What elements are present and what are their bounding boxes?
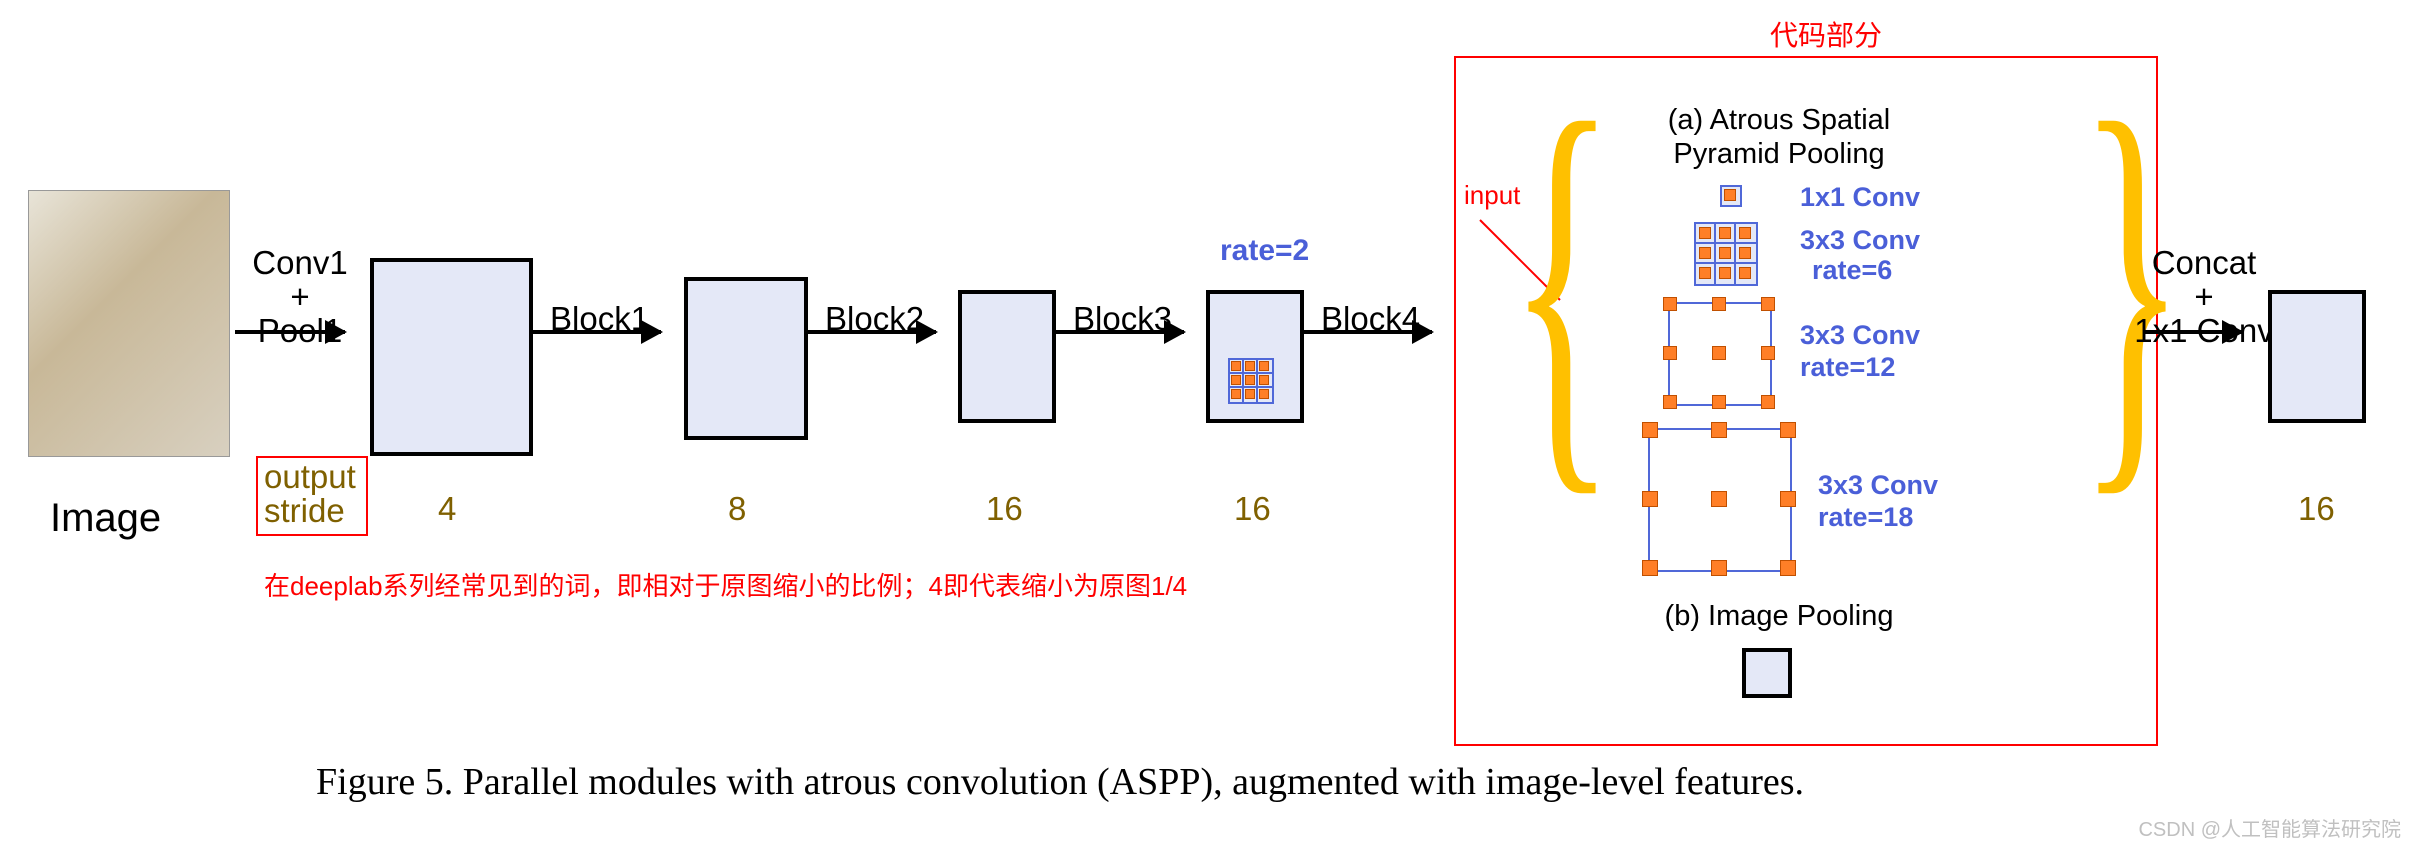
aspp-title-a2: Pyramid Pooling: [1634, 138, 1924, 171]
block-1: [370, 258, 533, 456]
red-footnote: 在deeplab系列经常见到的词，即相对于原图缩小的比例；4即代表缩小为原图1/…: [264, 566, 1187, 603]
diagram-container: Image Conv1 + Pool1 output stride 4 Bloc…: [0, 0, 2421, 852]
output-label: output: [264, 458, 356, 496]
rate2-label: rate=2: [1220, 234, 1309, 268]
stride-label: stride: [264, 492, 345, 530]
stride-val-5: 16: [2298, 490, 2335, 528]
block3-label: Block3: [1073, 300, 1172, 338]
aspp-label-4b: rate=18: [1818, 502, 1913, 533]
stride-val-3: 16: [986, 490, 1023, 528]
conv1-label-mid: +: [240, 278, 360, 316]
stride-val-1: 4: [438, 490, 456, 528]
concat-label-top: Concat: [2104, 244, 2304, 282]
image-label: Image: [50, 496, 161, 541]
input-image: [28, 190, 230, 457]
aspp-title-b: (b) Image Pooling: [1634, 600, 1924, 633]
aspp-title-a1: (a) Atrous Spatial: [1634, 104, 1924, 137]
aspp-label-2a: 3x3 Conv: [1800, 225, 1920, 256]
aspp-label-4a: 3x3 Conv: [1818, 470, 1938, 501]
block4-label: Block4: [1321, 300, 1420, 338]
brace-left: {: [1508, 80, 1616, 485]
watermark: CSDN @人工智能算法研究院: [2138, 813, 2401, 842]
block-2: [684, 277, 808, 440]
block1-label: Block1: [550, 300, 649, 338]
aspp-label-1: 1x1 Conv: [1800, 182, 1920, 213]
stride-val-4: 16: [1234, 490, 1271, 528]
stride-val-2: 8: [728, 490, 746, 528]
code-section-label: 代码部分: [1770, 14, 1882, 54]
aspp-label-3b: rate=12: [1800, 352, 1895, 383]
conv1-label-bot: Pool1: [240, 312, 360, 350]
image-pooling-box: [1742, 648, 1792, 698]
conv1-label-top: Conv1: [240, 244, 360, 282]
aspp-label-3a: 3x3 Conv: [1800, 320, 1920, 351]
final-block: [2268, 290, 2366, 423]
figure-caption: Figure 5. Parallel modules with atrous c…: [316, 760, 1804, 804]
block-3: [958, 290, 1056, 423]
aspp-label-2b: rate=6: [1812, 255, 1892, 286]
block2-label: Block2: [825, 300, 924, 338]
